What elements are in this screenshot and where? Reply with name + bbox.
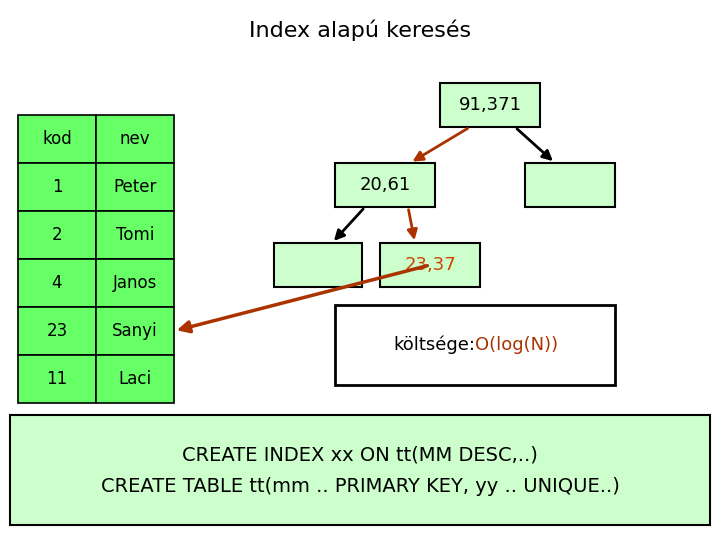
Bar xyxy=(18,355,96,403)
Text: Sanyi: Sanyi xyxy=(112,322,158,340)
Bar xyxy=(18,211,96,259)
Bar xyxy=(18,115,96,163)
Text: O(log(N)): O(log(N)) xyxy=(475,336,558,354)
Text: Index alapú keresés: Index alapú keresés xyxy=(249,19,471,40)
Bar xyxy=(96,211,174,259)
Text: 20,61: 20,61 xyxy=(359,176,410,194)
Text: 1: 1 xyxy=(52,178,63,196)
Bar xyxy=(96,307,174,355)
Bar xyxy=(18,259,96,307)
Bar xyxy=(18,163,96,211)
Bar xyxy=(440,83,540,127)
Text: 2: 2 xyxy=(52,226,63,244)
Text: Tomi: Tomi xyxy=(116,226,154,244)
Text: CREATE INDEX xx ON tt(MM DESC,..): CREATE INDEX xx ON tt(MM DESC,..) xyxy=(182,446,538,464)
Text: Laci: Laci xyxy=(118,370,152,388)
Text: nev: nev xyxy=(120,130,150,148)
Text: kod: kod xyxy=(42,130,72,148)
Bar xyxy=(96,259,174,307)
Text: CREATE TABLE tt(mm .. PRIMARY KEY, yy .. UNIQUE..): CREATE TABLE tt(mm .. PRIMARY KEY, yy ..… xyxy=(101,477,619,496)
Bar xyxy=(10,415,710,525)
Text: költsége:: költsége: xyxy=(393,336,475,354)
Text: Peter: Peter xyxy=(113,178,157,196)
Bar xyxy=(335,305,615,385)
Bar xyxy=(274,243,362,287)
Text: 23: 23 xyxy=(46,322,68,340)
Text: 4: 4 xyxy=(52,274,62,292)
Bar xyxy=(335,163,435,207)
Bar xyxy=(96,355,174,403)
Bar xyxy=(525,163,615,207)
Text: 11: 11 xyxy=(46,370,68,388)
Text: 23,37: 23,37 xyxy=(404,256,456,274)
Bar xyxy=(96,115,174,163)
Bar xyxy=(380,243,480,287)
Text: Janos: Janos xyxy=(113,274,157,292)
Bar xyxy=(96,163,174,211)
Text: 91,371: 91,371 xyxy=(459,96,521,114)
Bar xyxy=(18,307,96,355)
